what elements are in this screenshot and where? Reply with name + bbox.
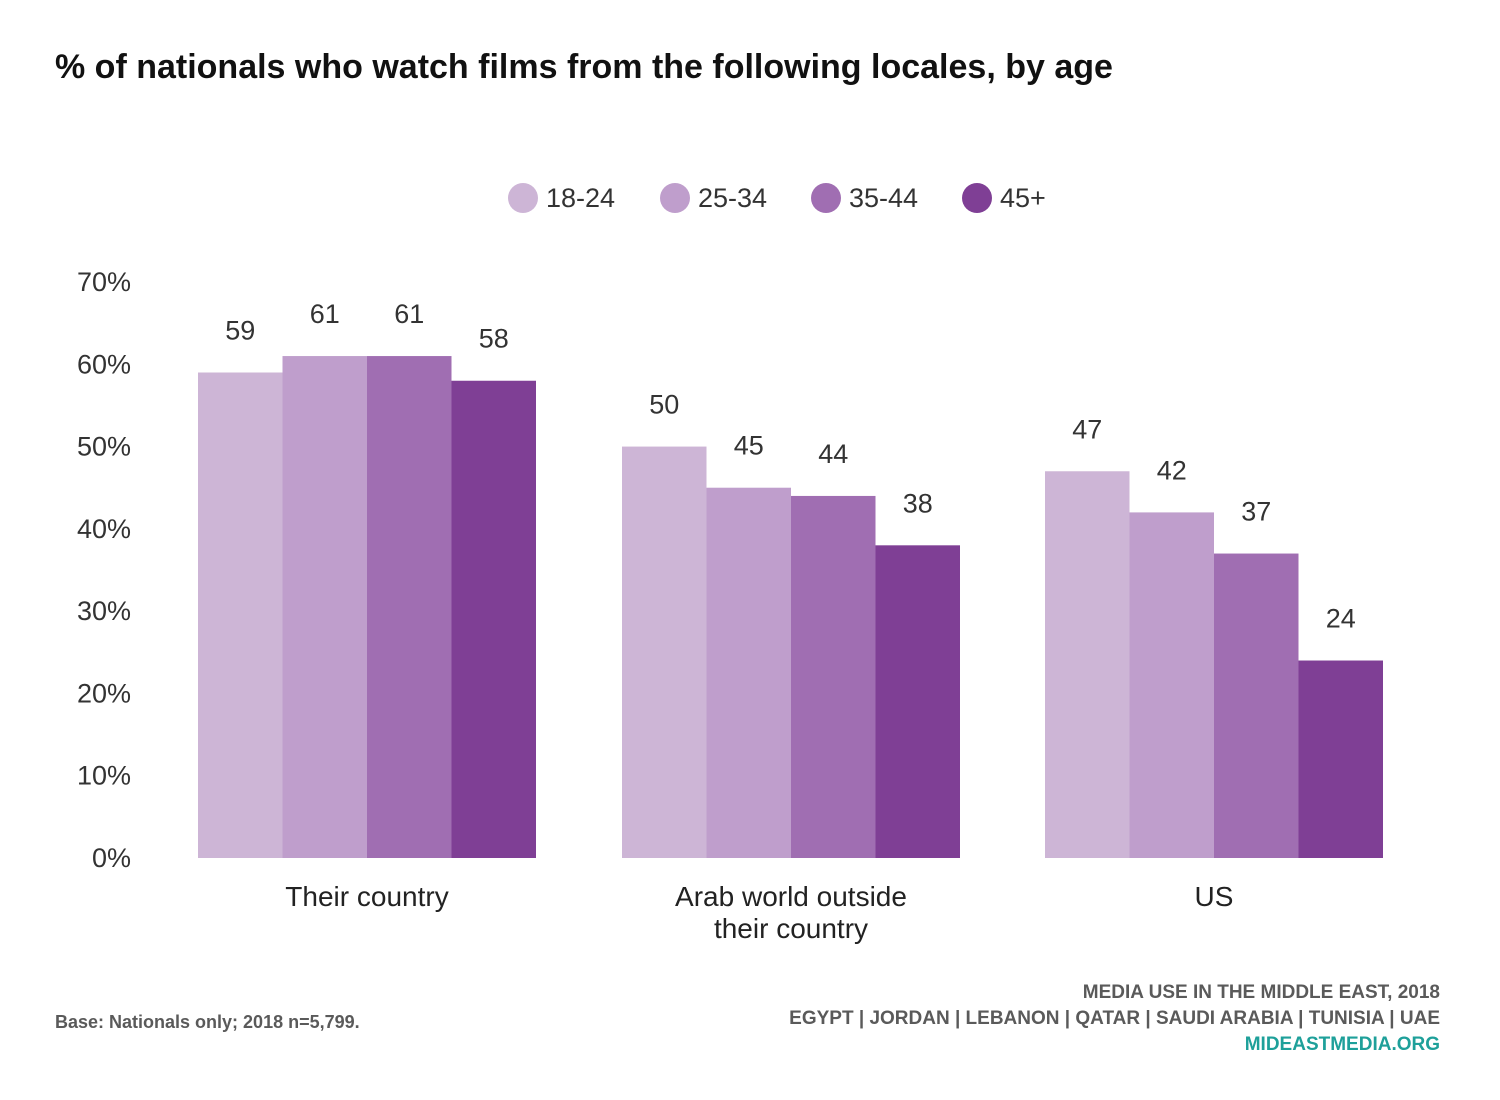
bar-2-2 (706, 487, 791, 858)
legend-swatch-45plus (962, 183, 992, 213)
data-label: 44 (818, 439, 848, 469)
data-label: 47 (1072, 414, 1102, 444)
legend-item-45plus: 45+ (962, 178, 1046, 218)
y-tick-label: 20% (77, 678, 131, 708)
bar-1-3 (367, 356, 452, 858)
data-label: 42 (1157, 455, 1187, 485)
bar-1-4 (451, 380, 536, 858)
bar-3-3 (1214, 553, 1299, 858)
legend-label-25-34: 25-34 (698, 182, 768, 213)
legend-swatch-35-44 (811, 183, 841, 213)
source-line-1: MEDIA USE IN THE MIDDLE EAST, 2018 (1082, 982, 1440, 1003)
source-block: MEDIA USE IN THE MIDDLE EAST, 2018 EGYPT… (789, 980, 1440, 1058)
legend-label-18-24: 18-24 (546, 182, 616, 213)
bar-3-1 (1045, 471, 1130, 858)
data-label: 38 (903, 488, 933, 518)
legend-item-35-44: 35-44 (811, 178, 918, 218)
bar-3-4 (1298, 660, 1383, 858)
legend-item-18-24: 18-24 (508, 178, 615, 218)
data-label: 59 (225, 316, 255, 346)
legend-swatch-18-24 (508, 183, 538, 213)
base-note: Base: Nationals only; 2018 n=5,799. (55, 1012, 360, 1032)
legend: 18-24 25-34 35-44 45+ (0, 178, 1500, 218)
data-label: 24 (1326, 604, 1356, 634)
y-tick-label: 60% (77, 349, 131, 379)
y-tick-label: 0% (92, 843, 131, 873)
bar-2-3 (791, 495, 876, 858)
legend-label-45plus: 45+ (1000, 182, 1046, 213)
category-label: US (1195, 881, 1234, 912)
category-label: their country (714, 913, 868, 944)
source-line-2: EGYPT | JORDAN | LEBANON | QATAR | SAUDI… (789, 1008, 1440, 1029)
data-label: 50 (649, 390, 679, 420)
y-tick-label: 50% (77, 432, 131, 462)
data-label: 58 (479, 324, 509, 354)
y-tick-label: 10% (77, 761, 131, 791)
legend-swatch-25-34 (660, 183, 690, 213)
bar-2-1 (622, 446, 707, 858)
legend-item-25-34: 25-34 (660, 178, 767, 218)
website-link[interactable]: MIDEASTMEDIA.ORG (1244, 1034, 1440, 1055)
bar-1-1 (198, 372, 283, 858)
y-tick-label: 70% (77, 267, 131, 297)
data-label: 61 (394, 299, 424, 329)
y-tick-label: 30% (77, 596, 131, 626)
data-label: 37 (1241, 497, 1271, 527)
y-tick-label: 40% (77, 514, 131, 544)
bar-2-4 (875, 545, 960, 858)
data-label: 61 (310, 299, 340, 329)
legend-label-35-44: 35-44 (849, 182, 919, 213)
chart-title: % of nationals who watch films from the … (55, 48, 1113, 86)
bar-3-2 (1129, 512, 1214, 858)
bar-1-2 (282, 356, 367, 858)
category-label: Their country (285, 881, 448, 912)
data-label: 45 (734, 431, 764, 461)
category-label: Arab world outside (675, 881, 907, 912)
